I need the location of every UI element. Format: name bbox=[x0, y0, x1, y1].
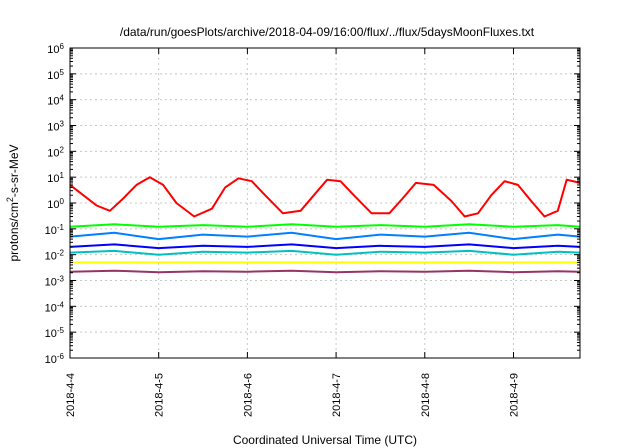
y-axis-label: protons/cm2-s-sr-MeV bbox=[5, 144, 21, 261]
x-axis-label: Coordinated Universal Time (UTC) bbox=[233, 433, 417, 447]
y-tick-label: 105 bbox=[47, 67, 64, 82]
y-tick-label: 106 bbox=[47, 42, 64, 57]
y-tick-label: 104 bbox=[47, 93, 64, 108]
series-line-3 bbox=[69, 243, 581, 250]
series-line-2 bbox=[69, 231, 581, 241]
grid-lines bbox=[70, 48, 580, 358]
chart-title: /data/run/goesPlots/archive/2018-04-09/1… bbox=[120, 25, 535, 39]
x-axis-ticks: 2018-4-4 2018-4-5 2018-4-6 2018-4-7 2018-4-8… bbox=[65, 48, 520, 417]
y-tick-label: 100 bbox=[47, 197, 64, 212]
y-tick-label: 10-3 bbox=[45, 274, 65, 289]
x-tick-label: 2018-4-6 bbox=[242, 373, 254, 417]
y-tick-label: 10-2 bbox=[45, 248, 65, 263]
y-axis-ticks: 106 105 104 103 102 101 100 10-1 10-2 10-3 10-4 10-… bbox=[45, 42, 580, 367]
series-line-4 bbox=[69, 249, 581, 256]
y-tick-label: 10-5 bbox=[45, 326, 65, 341]
y-tick-label: 102 bbox=[47, 145, 64, 160]
series-line-6 bbox=[69, 269, 581, 274]
y-tick-label: 103 bbox=[47, 119, 64, 134]
series-line-0 bbox=[69, 176, 581, 218]
y-tick-label: 10-4 bbox=[45, 300, 65, 315]
x-tick-label: 2018-4-8 bbox=[420, 373, 432, 417]
x-tick-label: 2018-4-7 bbox=[331, 373, 343, 417]
series-line-1 bbox=[69, 223, 581, 228]
y-tick-label: 10-6 bbox=[45, 352, 65, 367]
y-tick-label: 10-1 bbox=[45, 222, 65, 237]
series-group bbox=[69, 176, 581, 274]
y-tick-label: 101 bbox=[47, 171, 64, 186]
x-tick-label: 2018-4-5 bbox=[154, 373, 166, 417]
x-tick-label: 2018-4-9 bbox=[508, 373, 520, 417]
x-tick-label: 2018-4-4 bbox=[65, 373, 77, 417]
